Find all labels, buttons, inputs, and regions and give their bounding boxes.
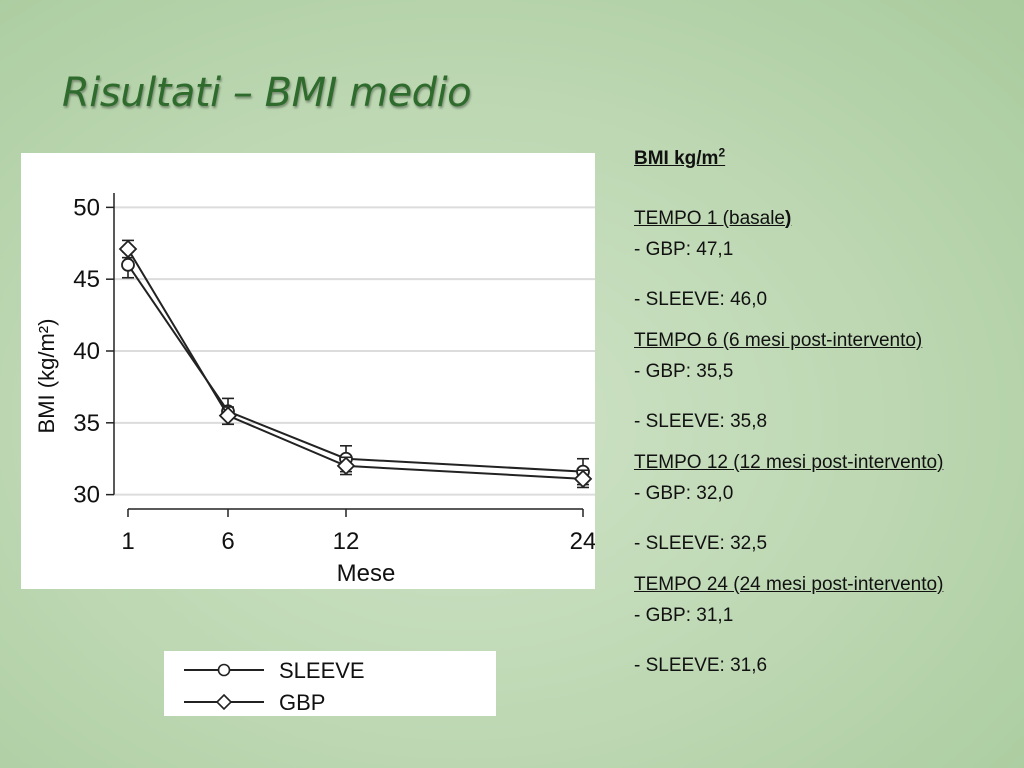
legend-label: GBP bbox=[279, 690, 325, 715]
time-block-6: TEMPO 6 (6 mesi post-intervento) - GBP: … bbox=[634, 325, 1019, 437]
time-heading: TEMPO 6 (6 mesi post-intervento) bbox=[634, 330, 923, 351]
x-tick-label: 24 bbox=[570, 528, 595, 555]
x-tick-label: 12 bbox=[333, 528, 360, 555]
gbp-value: - GBP: 47,1 bbox=[634, 239, 734, 260]
gbp-value: - GBP: 32,0 bbox=[634, 483, 734, 504]
y-tick-label: 35 bbox=[73, 410, 100, 437]
series-line bbox=[127, 264, 584, 473]
legend-marker-diamond bbox=[215, 693, 233, 711]
sleeve-value: - SLEEVE: 35,8 bbox=[634, 411, 768, 432]
y-axis-title: BMI (kg/m²) bbox=[34, 319, 59, 434]
sleeve-value: - SLEEVE: 31,6 bbox=[634, 655, 768, 676]
series-sleeve bbox=[121, 251, 590, 486]
legend-label: SLEEVE bbox=[279, 658, 365, 683]
time-block-24: TEMPO 24 (24 mesi post-intervento) - GBP… bbox=[634, 569, 1019, 681]
x-tick-label: 6 bbox=[221, 528, 234, 555]
data-point bbox=[218, 406, 238, 425]
x-axis-title: Mese bbox=[337, 560, 396, 587]
bmi-notes: BMI kg/m2 TEMPO 1 (basale) - GBP: 47,1 -… bbox=[634, 143, 1019, 691]
gbp-value: - GBP: 31,1 bbox=[634, 605, 734, 626]
sleeve-value: - SLEEVE: 32,5 bbox=[634, 533, 768, 554]
data-point bbox=[121, 257, 135, 272]
sleeve-value: - SLEEVE: 46,0 bbox=[634, 289, 768, 310]
legend-marker-circle bbox=[217, 663, 231, 677]
series-line bbox=[127, 248, 584, 480]
legend-svg: SLEEVE GBP bbox=[184, 658, 365, 715]
time-block-1: TEMPO 1 (basale) - GBP: 47,1 - SLEEVE: 4… bbox=[634, 203, 1019, 315]
bmi-line-chart: 30 35 40 45 50 1 6 12 24 Mese BMI (kg/m²) bbox=[34, 193, 595, 587]
time-heading: TEMPO 24 (24 mesi post-intervento) bbox=[634, 574, 944, 595]
y-tick-label: 45 bbox=[73, 266, 100, 293]
unit-title: BMI kg/m2 bbox=[634, 145, 726, 169]
data-point bbox=[336, 456, 356, 476]
time-heading: TEMPO 1 (basale) bbox=[634, 208, 792, 229]
y-tick-label: 40 bbox=[73, 338, 100, 365]
x-tick-label: 1 bbox=[121, 528, 134, 555]
time-block-12: TEMPO 12 (12 mesi post-intervento) - GBP… bbox=[634, 447, 1019, 559]
chart-legend: SLEEVE GBP bbox=[164, 651, 496, 716]
time-heading: TEMPO 12 (12 mesi post-intervento) bbox=[634, 452, 944, 473]
data-point bbox=[118, 239, 138, 259]
data-point bbox=[573, 469, 593, 489]
chart-panel: 30 35 40 45 50 1 6 12 24 Mese BMI (kg/m²) bbox=[21, 153, 595, 589]
y-tick-label: 50 bbox=[73, 194, 100, 221]
series-gbp bbox=[118, 239, 593, 489]
y-tick-label: 30 bbox=[73, 482, 100, 509]
gbp-value: - GBP: 35,5 bbox=[634, 361, 734, 382]
slide-title: Risultati – BMI medio bbox=[62, 70, 472, 116]
